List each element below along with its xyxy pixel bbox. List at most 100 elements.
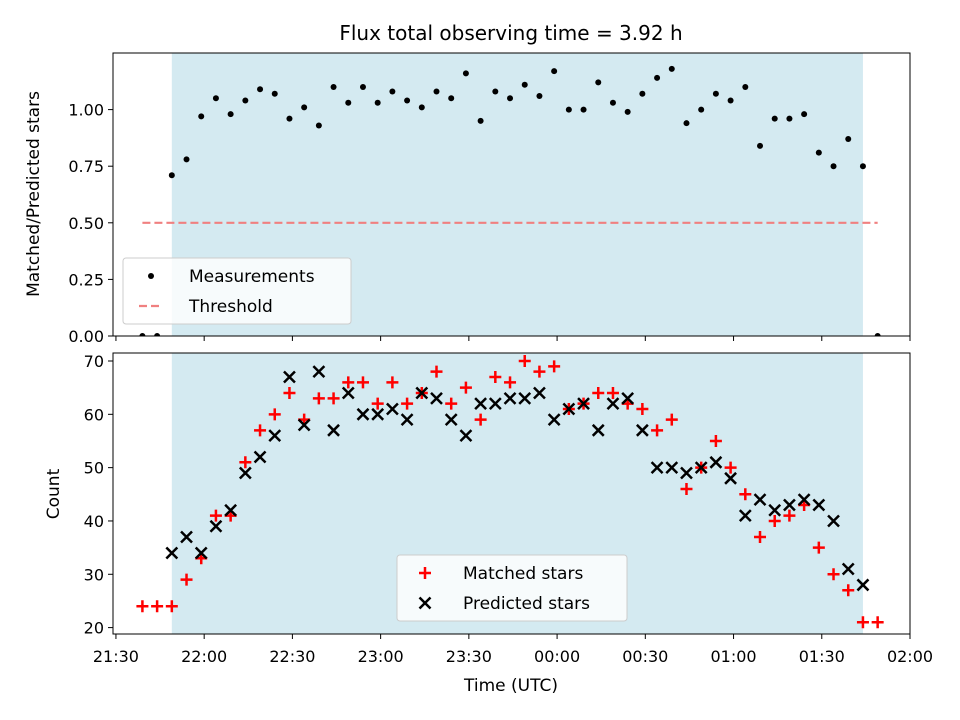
data-point — [165, 546, 179, 560]
legend-label: Predicted stars — [463, 594, 590, 614]
data-point — [562, 402, 576, 416]
data-point — [477, 117, 484, 124]
data-point — [401, 397, 414, 410]
data-point — [341, 386, 355, 400]
x-tick-label: 23:00 — [358, 647, 404, 666]
data-point — [694, 461, 708, 475]
series-measurements — [139, 65, 881, 336]
data-point — [650, 461, 664, 475]
data-point — [139, 333, 146, 336]
data-point — [444, 413, 458, 427]
data-point — [474, 413, 487, 426]
data-point — [430, 365, 443, 378]
data-point — [151, 600, 164, 613]
y-tick-label: 0.25 — [68, 270, 104, 289]
data-point — [268, 408, 281, 421]
data-point — [533, 365, 546, 378]
data-point — [518, 391, 532, 405]
data-point — [389, 88, 396, 95]
plot-area — [136, 354, 884, 629]
y-tick-label: 30 — [84, 565, 104, 584]
top-panel: 0.00 0.25 0.50 0.75 1.00 Measurements Threshol… — [68, 52, 911, 346]
data-point — [783, 509, 796, 522]
plot-area — [139, 65, 881, 336]
data-point — [827, 568, 840, 581]
data-point — [238, 466, 252, 480]
data-point — [459, 381, 472, 394]
x-tick-label: 02:00 — [887, 647, 933, 666]
data-point — [841, 562, 855, 576]
data-point — [551, 68, 558, 75]
data-point — [636, 402, 649, 415]
bottom-panel: 20 30 40 50 60 70 21:30 22:00 22:30 23:00 23:30 00:… — [84, 352, 933, 666]
data-point — [724, 471, 737, 485]
data-point — [827, 514, 840, 528]
data-point — [856, 616, 869, 629]
legend-marker — [419, 567, 431, 579]
data-point — [488, 397, 502, 411]
data-point — [874, 333, 881, 336]
data-point — [180, 530, 193, 544]
axes-frame — [112, 352, 911, 635]
data-point — [180, 573, 193, 586]
data-point — [521, 81, 528, 88]
x-tick-label: 00:00 — [534, 647, 580, 666]
data-point — [797, 493, 811, 507]
data-point — [609, 99, 616, 106]
data-point — [871, 616, 884, 629]
y-tick-label: 60 — [84, 405, 104, 424]
data-point — [548, 360, 561, 373]
x-axis-label: Time (UTC) — [463, 676, 558, 696]
data-point — [415, 386, 429, 400]
data-point — [165, 600, 178, 613]
data-point — [286, 115, 293, 122]
data-point — [224, 503, 238, 517]
data-point — [856, 578, 870, 592]
data-point — [400, 413, 414, 427]
data-point — [433, 88, 440, 95]
data-point — [242, 97, 249, 104]
legend-box — [122, 257, 352, 325]
bottom-y-axis-label: Count — [44, 468, 64, 519]
data-point — [665, 413, 678, 426]
y-tick-label: 0.50 — [68, 214, 104, 233]
data-point — [533, 386, 546, 400]
y-tick-label: 0.00 — [68, 327, 104, 346]
data-point — [327, 423, 340, 437]
data-point — [315, 122, 322, 129]
data-point — [342, 376, 355, 389]
data-point — [606, 397, 620, 411]
data-point — [724, 461, 737, 474]
legend-box — [396, 554, 628, 622]
data-point — [371, 397, 384, 410]
y-tick-label: 0.75 — [68, 157, 104, 176]
data-point — [753, 493, 767, 507]
data-point — [680, 482, 693, 495]
data-point — [565, 106, 572, 113]
data-point — [386, 402, 399, 416]
data-point — [283, 386, 296, 399]
data-point — [709, 455, 723, 469]
x-tick-label: 21:30 — [93, 647, 139, 666]
data-point — [430, 391, 443, 405]
data-point — [845, 136, 852, 143]
data-point — [253, 450, 267, 464]
data-point — [492, 88, 499, 95]
data-point — [654, 74, 661, 81]
data-point — [786, 115, 793, 122]
data-point — [459, 429, 473, 443]
y-tick-label: 1.00 — [68, 101, 104, 120]
y-tick-label: 40 — [84, 512, 104, 531]
x-tick-label: 23:30 — [446, 647, 492, 666]
data-point — [771, 115, 778, 122]
data-point — [448, 95, 455, 102]
series-matched-stars — [136, 354, 884, 629]
data-point — [815, 149, 822, 156]
x-tick-label: 00:30 — [622, 647, 668, 666]
data-point — [283, 370, 296, 384]
data-point — [154, 333, 161, 336]
data-point — [301, 104, 308, 111]
data-point — [712, 90, 719, 97]
top-y-axis-label: Matched/Predicted stars — [24, 91, 44, 297]
data-point — [783, 498, 796, 512]
